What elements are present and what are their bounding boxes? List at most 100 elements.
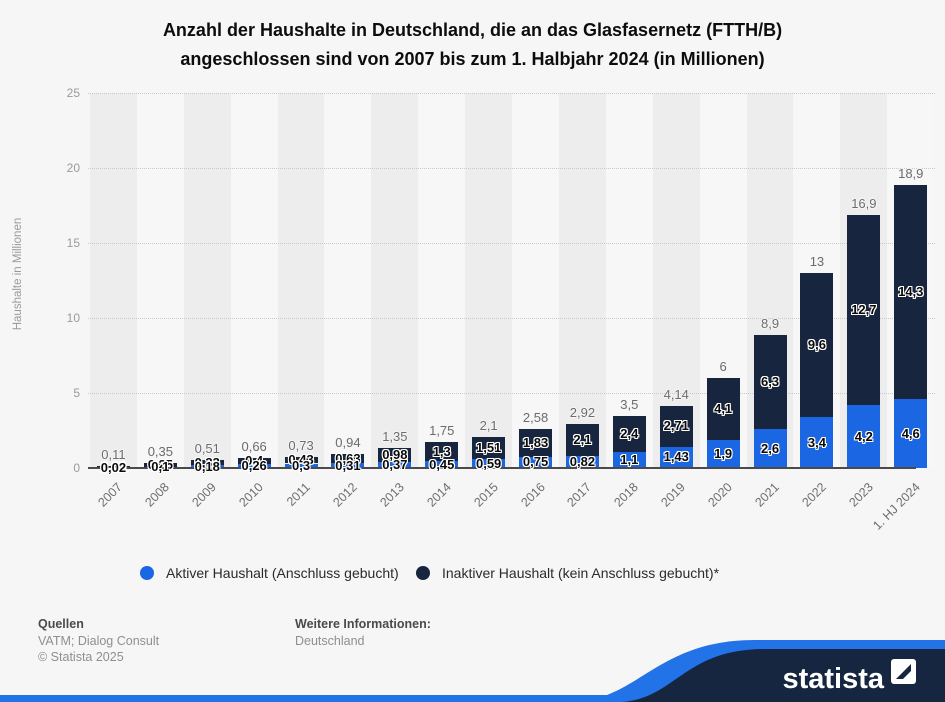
statista-logo-icon [896, 664, 911, 679]
bar-segment-inactive [706, 378, 740, 440]
bar-segment-active [472, 459, 506, 468]
gridline [88, 318, 935, 319]
bar-segment-active [706, 439, 740, 468]
bar-segment-active [894, 399, 928, 468]
column-stripe [512, 93, 559, 468]
legend-item-active: Aktiver Haushalt (Anschluss gebucht) [140, 564, 399, 582]
bar-value-active: 0,26 [241, 458, 267, 474]
column-stripe [277, 93, 325, 468]
bar-value-inactive: 2,71 [663, 418, 689, 434]
bar-total-label: 2,58 [522, 410, 549, 426]
bar-total-label: 4,14 [663, 386, 689, 402]
bar-value-inactive: 0,43 [288, 452, 314, 468]
chart-title-line2: angeschlossen sind von 2007 bis zum 1. H… [180, 49, 765, 69]
statista-banner: statista [0, 640, 945, 702]
bar-segment-inactive [753, 334, 787, 429]
legend-label-active: Aktiver Haushalt (Anschluss gebucht) [166, 565, 399, 581]
column-stripe [605, 93, 653, 468]
bar-value-inactive: 9,6 [807, 337, 826, 352]
bar-total-label: 16,9 [851, 195, 877, 211]
bar-value-inactive: 1,51 [475, 439, 502, 455]
bar-total-label: 0,11 [101, 447, 126, 463]
bar-segment-inactive [612, 415, 646, 452]
bar-segment-inactive [519, 429, 553, 457]
bar-total-label: 0,51 [194, 441, 220, 457]
bar-segment-active [378, 462, 412, 468]
bar-value-active: 0,82 [569, 453, 596, 469]
bar-total-label: 13 [809, 254, 825, 269]
bar-value-inactive: 0,63 [335, 450, 361, 466]
bar-value-inactive: 1,3 [432, 443, 451, 459]
legend-item-inactive: Inaktiver Haushalt (kein Anschluss gebuc… [416, 564, 719, 582]
info-text: Deutschland [295, 634, 365, 648]
bar-value-inactive: 0,09 [100, 459, 127, 475]
bar-value-inactive: 2,4 [620, 425, 639, 441]
gridline [88, 393, 935, 394]
banner-navy-shape [622, 649, 945, 702]
gridline [88, 93, 935, 94]
column-stripe [183, 93, 231, 468]
bar-value-active: 0,75 [522, 454, 549, 470]
column-stripe [371, 93, 419, 468]
info-heading: Weitere Informationen: [295, 617, 431, 631]
bar-value-inactive: 1,83 [522, 435, 549, 451]
bar-value-active: 4,6 [901, 425, 920, 441]
bar-value-active: 0,37 [382, 457, 408, 473]
bar-value-inactive: 0,33 [194, 454, 220, 470]
bar-total-label: 2,1 [479, 417, 498, 433]
bar-value-inactive: 14,3 [898, 283, 924, 299]
bar-segment-inactive [800, 273, 834, 417]
bar-segment-active [753, 429, 787, 468]
banner-bottom-strip [0, 695, 945, 702]
bar-segment-inactive [425, 441, 459, 462]
bar-value-active: 4,2 [854, 428, 873, 444]
statista-wordmark: statista [782, 663, 884, 695]
column-stripe [418, 93, 466, 468]
bar-value-active: 3,4 [807, 434, 826, 450]
bar-value-active: 0,18 [194, 458, 220, 474]
bar-total-label: 1,35 [382, 428, 408, 444]
column-stripe [230, 93, 278, 468]
bar-value-active: 1,9 [714, 445, 733, 461]
bar-segment-active [519, 456, 553, 468]
legend-dot-active [140, 566, 154, 580]
bar-segment-active [284, 463, 318, 468]
bar-value-active: 0,31 [335, 457, 361, 473]
legend-label-inactive: Inaktiver Haushalt (kein Anschluss gebuc… [442, 565, 720, 581]
y-tick-label: 10 [66, 311, 80, 325]
bar-total-label: 0,73 [288, 438, 314, 454]
chart-title: Anzahl der Haushalte in Deutschland, die… [0, 16, 945, 74]
bar-segment-active [565, 455, 599, 468]
bar-value-inactive: 12,7 [851, 301, 877, 317]
bar-segment-active [659, 446, 693, 468]
bar-value-active: 0,02 [100, 459, 127, 475]
y-tick-label: 20 [66, 161, 80, 175]
bar-value-inactive: 0,98 [382, 447, 408, 463]
bar-value-active: 0,3 [292, 457, 311, 473]
bar-value-active: 1,1 [620, 451, 639, 467]
column-stripe [652, 93, 700, 468]
bar-segment-active [612, 451, 646, 468]
sources-text: VATM; Dialog Consult [38, 634, 160, 648]
bar-segment-inactive [894, 184, 928, 399]
y-axis-label: Haushalte in Millionen [12, 217, 24, 331]
bar-total-label: 18,9 [898, 165, 924, 181]
bar-value-inactive: 2,1 [573, 431, 592, 447]
bar-segment-inactive [472, 436, 506, 460]
bar-total-label: 0,94 [335, 434, 361, 450]
bar-segment-inactive [331, 453, 365, 464]
y-tick-label: 25 [66, 86, 80, 100]
bar-value-active: 0,45 [429, 456, 455, 472]
bar-segment-active [800, 417, 834, 468]
bar-segment-inactive [190, 460, 224, 466]
column-stripe [324, 93, 372, 468]
bar-value-active: 1,43 [663, 449, 689, 465]
bar-value-active: 2,6 [761, 440, 780, 456]
bar-value-inactive: 4,1 [714, 400, 733, 416]
bar-segment-inactive [847, 214, 881, 405]
bar-value-inactive: 6,3 [761, 373, 780, 389]
gridline [88, 243, 935, 244]
bar-segment-active [331, 463, 365, 468]
bar-segment-inactive [237, 458, 271, 465]
bar-value-inactive: 0,25 [147, 456, 173, 472]
